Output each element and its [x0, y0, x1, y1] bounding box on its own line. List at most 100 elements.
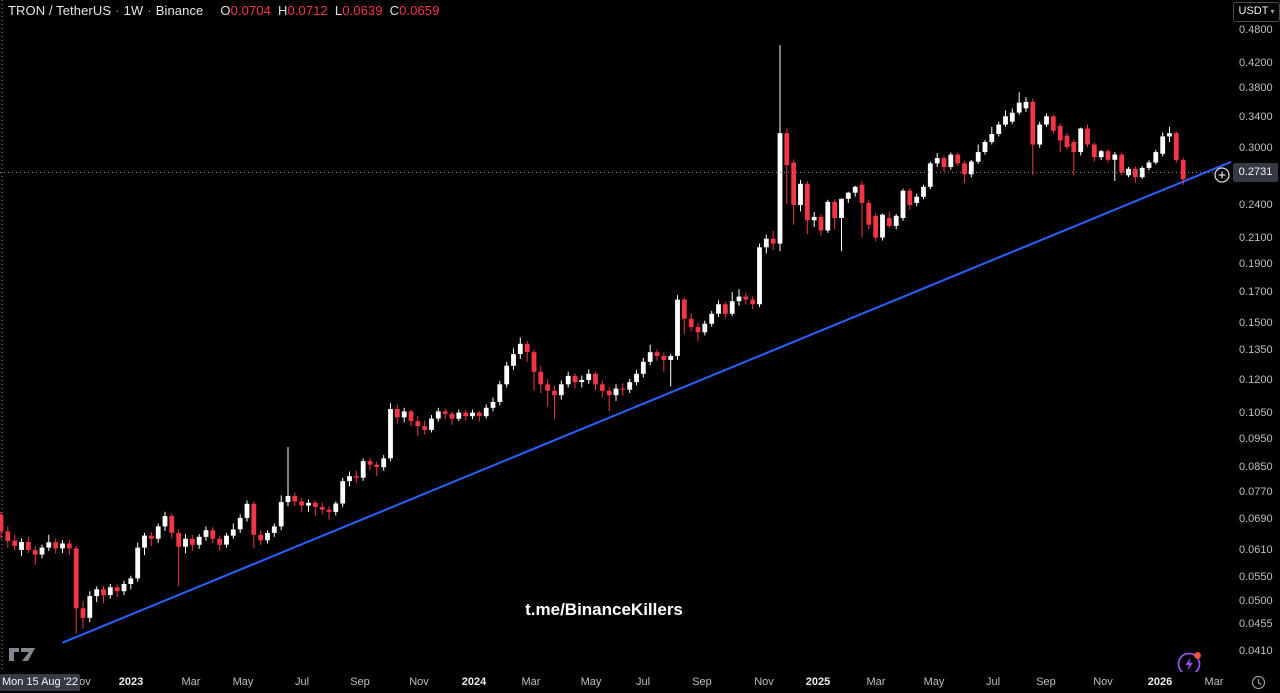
time-axis-label: 2026: [1147, 676, 1173, 688]
interval-label[interactable]: 1W: [123, 3, 144, 18]
candle-body: [968, 161, 974, 175]
candle-body: [39, 547, 45, 555]
candle-body: [982, 142, 988, 152]
candle-body: [1160, 136, 1166, 154]
candle-body: [736, 296, 742, 302]
candle-body: [292, 496, 298, 502]
ohlc-low-value: 0.0639: [342, 3, 383, 18]
symbol-title[interactable]: TRON / TetherUS: [8, 3, 112, 18]
candle-body: [586, 373, 592, 380]
ohlc-close-label: C: [389, 3, 400, 18]
candle-body: [1030, 101, 1036, 145]
candle-body: [394, 409, 400, 418]
candle-body: [606, 390, 612, 396]
candle-body: [60, 543, 65, 549]
candle-body: [94, 589, 100, 597]
candle-body: [599, 384, 605, 391]
ohlc-close-value: 0.0659: [399, 3, 440, 18]
candle-body: [757, 247, 762, 305]
time-axis-label: Nov: [1093, 676, 1113, 688]
candle-body: [169, 516, 175, 533]
time-axis[interactable]: Mar 2026 Nov Sep Jul May Mar 2025 Nov Sep Jul May Ma…: [0, 672, 1280, 693]
candle-body: [1044, 116, 1049, 125]
crosshair-price-badge: 0.2731: [1233, 163, 1278, 182]
price-axis-label: 0.2400: [1239, 199, 1273, 211]
currency-selector[interactable]: USDT ▾: [1233, 2, 1280, 22]
time-axis-label: May: [232, 676, 254, 688]
add-alert-plus-icon[interactable]: [1214, 167, 1230, 183]
time-axis-label: 2025: [805, 676, 831, 688]
candle-body: [804, 183, 810, 221]
candle-body: [818, 216, 824, 231]
candle-body: [5, 531, 11, 541]
time-axis-label: Mar: [866, 676, 886, 688]
time-axis-label: Mar: [181, 676, 201, 688]
candle-body: [1112, 154, 1118, 160]
price-axis-label: 0.2100: [1239, 232, 1273, 244]
time-axis-label: Jul: [294, 676, 310, 688]
candle-body: [66, 543, 72, 549]
price-axis[interactable]: 0.2731 0.4800 0.4200 0.3800 0.3400 0.3000 0.2…: [1232, 0, 1280, 672]
candle-body: [128, 578, 134, 584]
candle-body: [565, 375, 571, 385]
candle-body: [784, 133, 790, 166]
tradingview-logo-icon[interactable]: [8, 645, 38, 663]
candle-body: [1153, 152, 1159, 163]
candle-body: [914, 196, 920, 203]
candle-body: [381, 458, 387, 468]
candle-body: [1180, 159, 1186, 180]
candle-body: [845, 192, 851, 199]
candle-body: [237, 517, 243, 530]
time-axis-label: Nov: [409, 676, 429, 688]
candle-body: [791, 162, 797, 205]
candle-body: [271, 526, 277, 533]
candle-body: [367, 461, 373, 465]
candle-body: [688, 318, 694, 328]
price-axis-label: 0.0550: [1239, 571, 1273, 583]
candle-body: [46, 542, 52, 548]
candle-body: [524, 343, 530, 353]
candle-body: [162, 516, 168, 527]
candle-body: [388, 409, 393, 459]
candle-body: [654, 352, 660, 356]
ohlc-high-value: 0.0712: [287, 3, 328, 18]
price-axis-label: 0.4800: [1239, 24, 1273, 36]
candle-body: [176, 532, 182, 547]
time-axis-label: Nov: [754, 676, 774, 688]
candle-body: [504, 365, 510, 385]
candle-body: [859, 184, 865, 203]
price-axis-label: 0.3000: [1239, 142, 1273, 154]
candle-body: [907, 190, 913, 205]
timezone-clock-icon[interactable]: [1251, 675, 1266, 690]
candle-body: [538, 371, 544, 385]
candle-body: [278, 502, 284, 527]
chart-canvas[interactable]: [0, 0, 1232, 672]
crosshair-date-badge: Mon 15 Aug '22: [0, 674, 80, 691]
price-axis-label: 0.0690: [1239, 513, 1273, 525]
candle-body: [675, 299, 680, 356]
separator-dot: ·: [115, 3, 120, 18]
candle-body: [975, 152, 981, 162]
exchange-label[interactable]: Binance: [155, 3, 204, 18]
candle-body: [319, 506, 325, 510]
candle-body: [962, 163, 967, 175]
candle-body: [948, 154, 954, 167]
candlestick-chart[interactable]: TRON / TetherUS · 1W · Binance O0.0704 H0.0712…: [0, 0, 1232, 676]
candle-body: [593, 373, 598, 385]
trendline[interactable]: [62, 160, 1232, 644]
candle-body: [306, 502, 311, 506]
candle-body: [1064, 135, 1070, 147]
candle-body: [73, 548, 79, 609]
candle-body: [121, 584, 127, 592]
candle-body: [545, 384, 551, 391]
candle-body: [750, 299, 756, 305]
candle-body: [1139, 167, 1145, 178]
price-axis-label: 0.0500: [1239, 595, 1273, 607]
candle-body: [155, 526, 161, 539]
candle-body: [19, 541, 24, 550]
ohlc-values: O0.0704 H0.0712 L0.0639 C0.0659: [213, 3, 439, 18]
candle-body: [374, 464, 380, 468]
symbol-header: TRON / TetherUS · 1W · Binance O0.0704 H0.0712…: [8, 3, 439, 18]
candle-body: [1078, 128, 1084, 153]
